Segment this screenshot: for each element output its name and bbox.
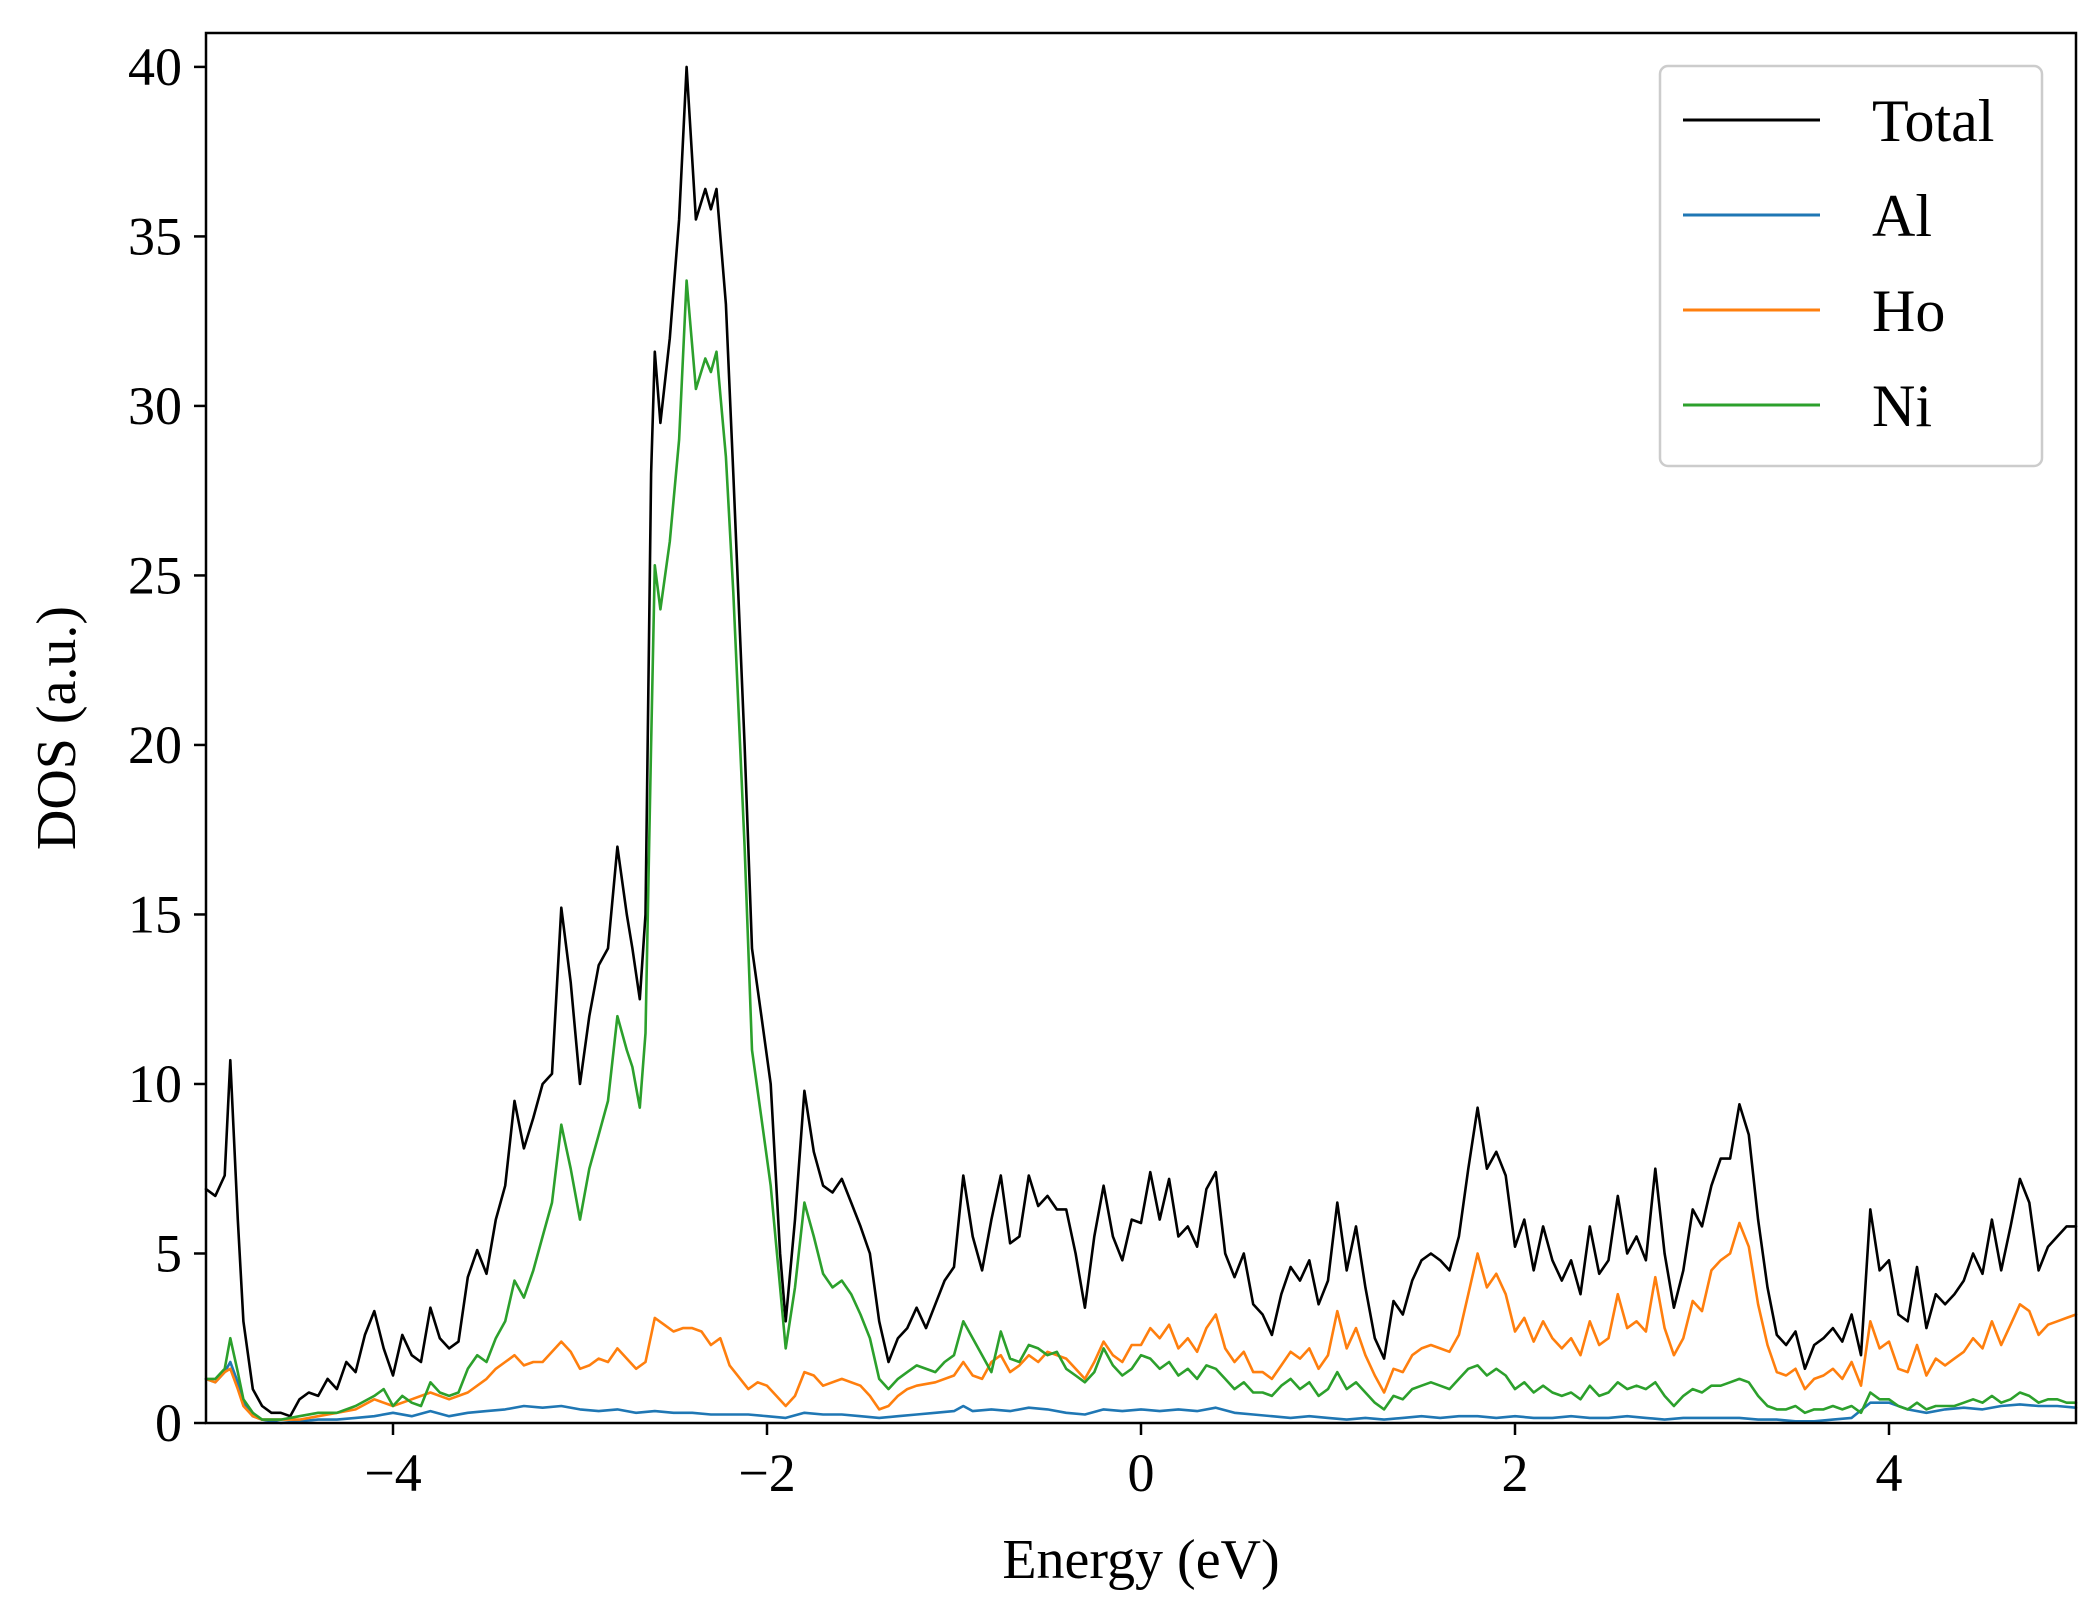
legend-label-al: Al xyxy=(1872,183,1932,249)
y-tick-label: 15 xyxy=(128,884,182,944)
legend-entries: Total Al Ho Ni xyxy=(1683,88,1994,439)
legend-label-total: Total xyxy=(1872,88,1994,154)
y-tick-label: 40 xyxy=(128,37,182,97)
y-tick-label: 25 xyxy=(128,545,182,605)
y-tick-label: 5 xyxy=(155,1223,182,1283)
y-tick-label: 30 xyxy=(128,376,182,436)
series-line-total xyxy=(204,65,2078,1418)
x-axis-label: Energy (eV) xyxy=(1002,1529,1279,1591)
y-tick-label: 10 xyxy=(128,1054,182,1114)
legend-box xyxy=(1658,64,2044,468)
x-tick-label: −4 xyxy=(364,1443,421,1503)
y-tick-label: 35 xyxy=(128,206,182,266)
x-axis-ticks: −4 −2 0 2 4 xyxy=(364,1423,1903,1503)
y-tick-label: 20 xyxy=(128,715,182,775)
y-axis-label: DOS (a.u.) xyxy=(26,606,88,850)
y-axis-ticks: 0 5 10 15 20 25 30 35 40 xyxy=(128,37,206,1453)
series-layer xyxy=(204,65,2078,1425)
x-tick-label: 2 xyxy=(1502,1443,1529,1503)
series-line-ho xyxy=(204,1221,2078,1421)
legend-label-ho: Ho xyxy=(1872,278,1945,344)
y-tick-label: 0 xyxy=(155,1393,182,1453)
x-tick-label: 0 xyxy=(1128,1443,1155,1503)
legend-label-ni: Ni xyxy=(1872,373,1932,439)
x-tick-label: 4 xyxy=(1876,1443,1903,1503)
legend: Total Al Ho Ni xyxy=(1658,64,2044,468)
x-tick-label: −2 xyxy=(738,1443,795,1503)
series-line-al xyxy=(204,1360,2078,1425)
series-line-ni xyxy=(204,279,2078,1421)
